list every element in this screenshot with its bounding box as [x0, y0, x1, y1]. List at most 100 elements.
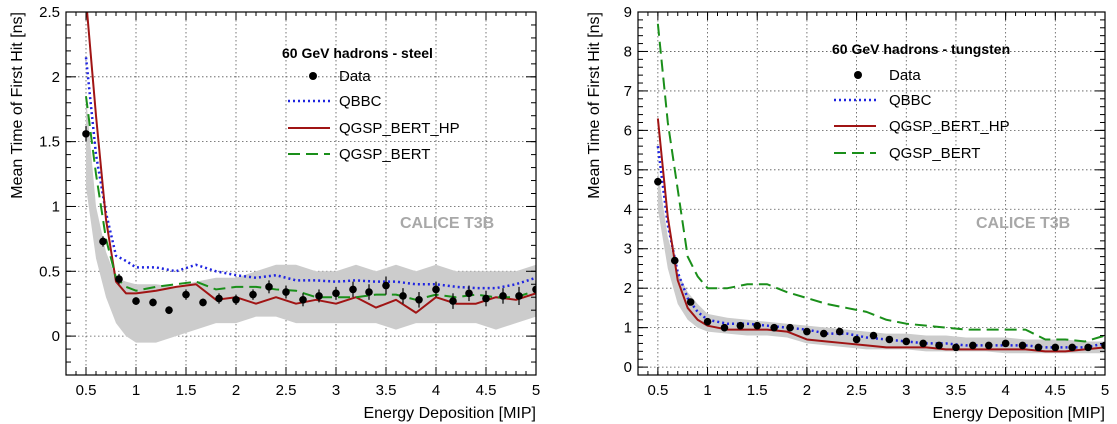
data-point: [786, 323, 794, 332]
data-point: [720, 323, 729, 332]
legend-marker-data: [309, 72, 317, 80]
data-points: [82, 126, 536, 315]
series-line-qbbc: [84, 57, 536, 290]
data-point: [803, 327, 811, 336]
data-point: [835, 327, 844, 336]
data-point: [465, 289, 473, 298]
data-point: [670, 256, 679, 265]
data-point: [215, 294, 223, 303]
x-tick-label: 1: [703, 382, 711, 399]
y-tick-label: 3: [624, 241, 632, 258]
y-tick-label: 1: [624, 320, 632, 337]
x-tick-label: 2.5: [846, 382, 867, 399]
y-tick-label: 8: [624, 43, 632, 60]
x-tick-label: 5: [1101, 382, 1109, 399]
legend-label-data: Data: [339, 68, 371, 85]
data-point: [515, 292, 523, 300]
y-tick-label: 2: [52, 69, 60, 86]
series-line-qgsp-bert-hp: [656, 118, 1105, 353]
x-tick-label: 4: [1001, 382, 1009, 399]
series-line-qgsp-bert: [85, 96, 536, 301]
legend-label-qgsp-bert: QGSP_BERT: [889, 145, 980, 162]
y-tick-label: 9: [624, 4, 632, 21]
data-point: [1068, 343, 1077, 352]
uncertainty-band-area: [86, 96, 536, 343]
legend-label-qgsp-bert: QGSP_BERT: [339, 146, 430, 163]
data-point: [282, 288, 290, 296]
x-tick-label: 1.5: [176, 382, 197, 399]
x-axis-label: Energy Deposition [MIP]: [932, 405, 1105, 422]
data-point: [984, 341, 993, 350]
series-line-qgsp-bert: [656, 23, 1105, 343]
series-lines: [656, 23, 1105, 353]
data-point: [686, 298, 695, 306]
x-tick-label: 1: [132, 382, 140, 399]
data-point: [703, 317, 712, 326]
x-tick-label: 3: [902, 382, 910, 399]
data-point: [482, 294, 490, 303]
data-point: [299, 296, 307, 304]
chart-title: 60 GeV hadrons - tungsten: [832, 41, 1010, 57]
chart-panel-tungsten: 0.5 1 1.5 2 2.5 3 3.5 4 4.5 5 0 1 2 3 4 5 6 7 8 9 60 GeV ha…: [586, 4, 1109, 422]
data-point: [399, 292, 407, 300]
data-point: [349, 285, 357, 294]
x-tick-label: 2.5: [276, 382, 297, 399]
data-point: [902, 337, 911, 346]
y-tick-label: 4: [624, 201, 632, 218]
data-point: [736, 321, 745, 330]
axis-ticks: 0.5 1 1.5 2 2.5 3 3.5 4 4.5 5 0 1 2 3 4 5 6 7 8 9: [624, 4, 1110, 399]
data-point: [382, 281, 390, 290]
data-point: [315, 292, 323, 300]
data-point: [654, 177, 662, 186]
data-point: [182, 290, 190, 299]
axis-ticks: 0.5 1 1.5 2 2.5 3 3.5 4 4.5 5 0 0.5 1 1.5 2 2.5: [39, 4, 540, 399]
y-tick-label: 1.5: [39, 134, 60, 151]
data-point: [935, 341, 943, 350]
y-axis-label: Mean Time of First Hit [ns]: [586, 12, 603, 199]
watermark: CALICE T3B: [400, 215, 494, 232]
data-point: [232, 296, 240, 304]
x-tick-label: 2: [803, 382, 811, 399]
data-point: [753, 321, 762, 330]
data-point: [1018, 341, 1027, 350]
x-tick-label: 0.5: [76, 382, 97, 399]
data-point: [432, 285, 440, 294]
data-point: [919, 339, 927, 348]
data-point: [1001, 339, 1010, 348]
data-point: [852, 335, 861, 344]
x-tick-label: 3.5: [376, 382, 397, 399]
data-point: [132, 297, 140, 305]
x-tick-label: 1.5: [747, 382, 768, 399]
data-point: [869, 331, 878, 340]
legend-label-qbbc: QBBC: [339, 93, 382, 110]
data-point: [82, 130, 90, 138]
data-point: [449, 297, 457, 305]
data-point: [332, 289, 340, 298]
y-tick-label: 5: [624, 162, 632, 179]
legend: Data QBBC QGSP_BERT_HP QGSP_BERT: [288, 68, 460, 163]
data-point: [532, 285, 536, 294]
data-point: [365, 288, 373, 296]
x-tick-label: 3: [332, 382, 340, 399]
x-tick-label: 0.5: [647, 382, 668, 399]
data-point: [499, 292, 507, 300]
data-point: [199, 298, 207, 307]
chart-panel-steel: 0.5 1 1.5 2 2.5 3 3.5 4 4.5 5 0 0.5 1 1.5 2 2.5 60 GeV …: [9, 4, 540, 422]
legend-marker-data: [854, 71, 862, 79]
data-point: [1034, 343, 1043, 352]
data-point: [885, 335, 894, 344]
data-point: [1084, 343, 1092, 352]
y-tick-label: 0: [624, 359, 632, 376]
legend-label-qbbc: QBBC: [889, 92, 932, 109]
data-point: [415, 296, 423, 304]
data-points: [654, 177, 1105, 352]
data-point: [952, 343, 960, 352]
data-point: [265, 283, 273, 291]
data-point: [770, 323, 778, 332]
chart-title: 60 GeV hadrons - steel: [282, 45, 433, 61]
y-tick-label: 0.5: [39, 263, 60, 280]
legend-label-qgsp-bert-hp: QGSP_BERT_HP: [889, 118, 1010, 135]
legend-label-data: Data: [889, 67, 921, 84]
data-point: [969, 341, 977, 350]
